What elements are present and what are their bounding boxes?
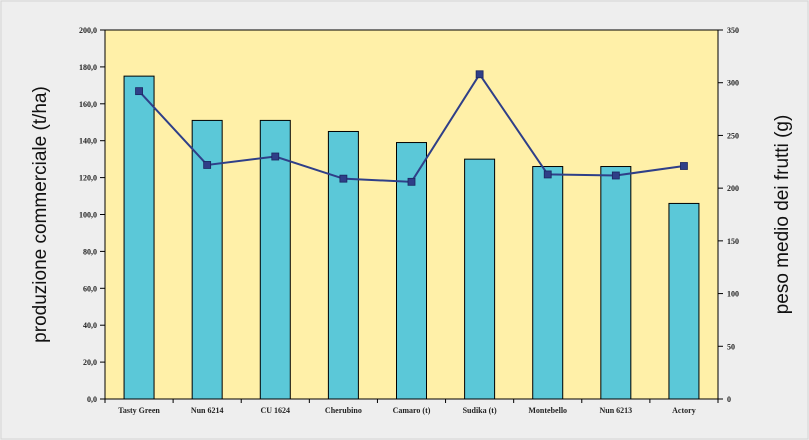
line-point: [611, 171, 620, 180]
y2-tick-label: 100: [727, 290, 739, 299]
x-tick-label: Actory: [672, 406, 696, 415]
y-tick-label: 60,0: [83, 284, 97, 293]
x-tick-label: CU 1624: [260, 406, 290, 415]
bar: [123, 75, 155, 400]
y-tick-label: 100,0: [79, 211, 97, 220]
line-series: [135, 70, 688, 186]
bar: [600, 166, 632, 400]
y2-tick-label: 200: [727, 184, 739, 193]
bar: [464, 158, 496, 400]
bar: [532, 166, 564, 400]
y-tick-label: 160,0: [79, 100, 97, 109]
y2-tick-label: 350: [727, 26, 739, 35]
x-tick-label: Sudika (t): [463, 406, 497, 415]
x-tick-label: Montebello: [528, 406, 567, 415]
bar: [327, 130, 359, 400]
y-tick-label: 40,0: [83, 321, 97, 330]
y-tick-label: 80,0: [83, 247, 97, 256]
y-tick-label: 20,0: [83, 358, 97, 367]
y-axis-title: produzione commerciale (t/ha): [30, 86, 51, 343]
y-tick-label: 200,0: [79, 26, 97, 35]
line-point: [475, 70, 484, 79]
y2-axis-title: peso medio dei frutti (g): [772, 115, 793, 315]
line-point: [680, 162, 688, 170]
y-tick-label: 140,0: [79, 137, 97, 146]
line-point: [339, 174, 348, 183]
bar: [668, 202, 700, 400]
line-point: [203, 161, 212, 169]
line-point: [407, 177, 416, 186]
y-tick-label: 0,0: [87, 395, 97, 404]
y-tick-label: 180,0: [79, 63, 97, 72]
line-point: [543, 170, 552, 179]
line-point: [135, 87, 143, 96]
y-tick-label: 120,0: [79, 174, 97, 183]
axis-labels: 0,0 20,0 40,0 60,0 80,0 100,0 120,0 140,0 160,0 1…: [79, 26, 739, 415]
y2-tick-label: 300: [727, 79, 739, 88]
x-tick-label: Camaro (t): [393, 406, 431, 415]
bar: [259, 119, 291, 400]
y2-tick-label: 0: [727, 395, 731, 404]
x-tick-label: Cherubino: [325, 406, 362, 415]
x-tick-label: Tasty Green: [118, 406, 160, 415]
y2-tick-label: 50: [727, 342, 735, 351]
y2-tick-label: 150: [727, 237, 739, 246]
bar: [191, 119, 223, 400]
x-tick-label: Nun 6214: [191, 406, 224, 415]
line-point: [271, 152, 280, 161]
x-tick-label: Nun 6213: [599, 406, 632, 415]
y2-tick-label: 250: [727, 131, 739, 140]
axes: [100, 29, 723, 403]
